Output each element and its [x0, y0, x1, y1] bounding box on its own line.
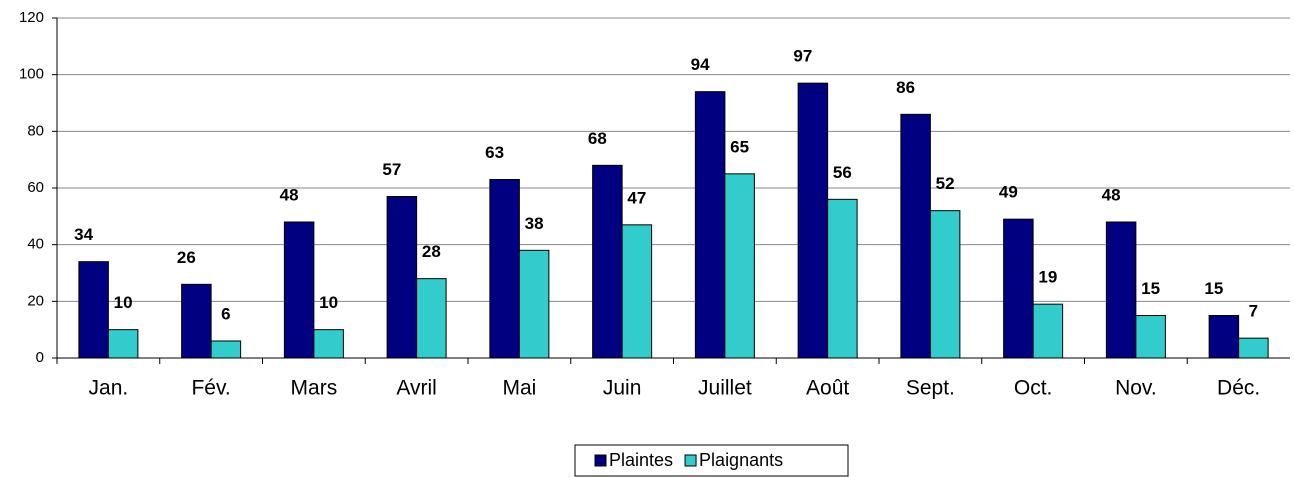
data-label: 49 — [999, 183, 1018, 202]
x-tick-label: Nov. — [1115, 377, 1157, 400]
legend-box — [574, 444, 849, 477]
x-tick-label: Déc. — [1217, 377, 1260, 400]
bar — [592, 164, 623, 359]
bar — [797, 82, 829, 359]
data-label: 19 — [1038, 268, 1057, 287]
x-tick-label: Fév. — [191, 377, 230, 400]
y-tick-label: 0 — [36, 349, 44, 366]
data-label: 48 — [1102, 185, 1121, 204]
bar — [181, 283, 212, 359]
legend-swatch — [684, 454, 697, 467]
x-tick-label: Oct. — [1014, 377, 1053, 400]
data-label: 10 — [114, 293, 133, 312]
bar — [313, 329, 344, 359]
bar — [416, 278, 447, 359]
data-label: 97 — [793, 47, 812, 66]
data-label: 10 — [319, 293, 338, 312]
y-tick-label: 40 — [27, 236, 44, 253]
data-label: 63 — [485, 143, 504, 162]
data-label: 15 — [1204, 279, 1223, 298]
bar — [621, 224, 653, 359]
data-label: 7 — [1249, 302, 1258, 321]
data-label: 65 — [730, 137, 749, 156]
x-tick-label: Juillet — [698, 377, 752, 400]
bar — [489, 179, 520, 359]
bar — [929, 210, 961, 359]
data-label: 26 — [177, 248, 196, 267]
legend-label: Plaignants — [699, 450, 783, 470]
bar — [518, 249, 550, 359]
y-tick-label: 60 — [27, 179, 44, 196]
legend-swatch — [594, 454, 607, 467]
bar — [1135, 315, 1166, 359]
bar — [386, 196, 418, 359]
y-tick-label: 80 — [27, 122, 44, 139]
bar — [724, 173, 755, 359]
data-label: 94 — [691, 55, 710, 74]
x-tick-label: Mars — [291, 377, 338, 400]
x-tick-label: Août — [806, 377, 849, 400]
bar — [1238, 337, 1269, 359]
data-label: 47 — [627, 188, 646, 207]
bar — [1208, 315, 1240, 359]
legend-label: Plaintes — [609, 450, 673, 470]
x-tick-label: Avril — [396, 377, 436, 400]
y-tick-label: 100 — [19, 66, 44, 83]
x-tick-label: Sept. — [906, 377, 955, 400]
data-label: 15 — [1141, 279, 1160, 298]
data-label: 86 — [896, 78, 915, 97]
data-label: 34 — [74, 225, 93, 244]
bar — [1003, 218, 1034, 359]
bar — [107, 329, 139, 359]
bar — [694, 91, 726, 359]
bar — [900, 113, 931, 359]
data-label: 38 — [525, 214, 544, 233]
bar — [210, 340, 242, 359]
x-tick-label: Mai — [502, 377, 536, 400]
bar — [78, 261, 109, 359]
bar — [1032, 303, 1064, 359]
x-tick-label: Juin — [603, 377, 642, 400]
y-tick-label: 20 — [27, 292, 44, 309]
bar — [1105, 221, 1137, 359]
data-label: 28 — [422, 242, 441, 261]
data-label: 57 — [382, 160, 401, 179]
data-label: 68 — [588, 129, 607, 148]
data-label: 6 — [221, 304, 230, 323]
bar — [827, 198, 858, 359]
x-tick-label: Jan. — [89, 377, 129, 400]
data-label: 48 — [280, 185, 299, 204]
data-label: 52 — [936, 174, 955, 193]
y-tick-label: 120 — [19, 9, 44, 26]
data-label: 56 — [833, 163, 852, 182]
bar — [283, 221, 315, 359]
